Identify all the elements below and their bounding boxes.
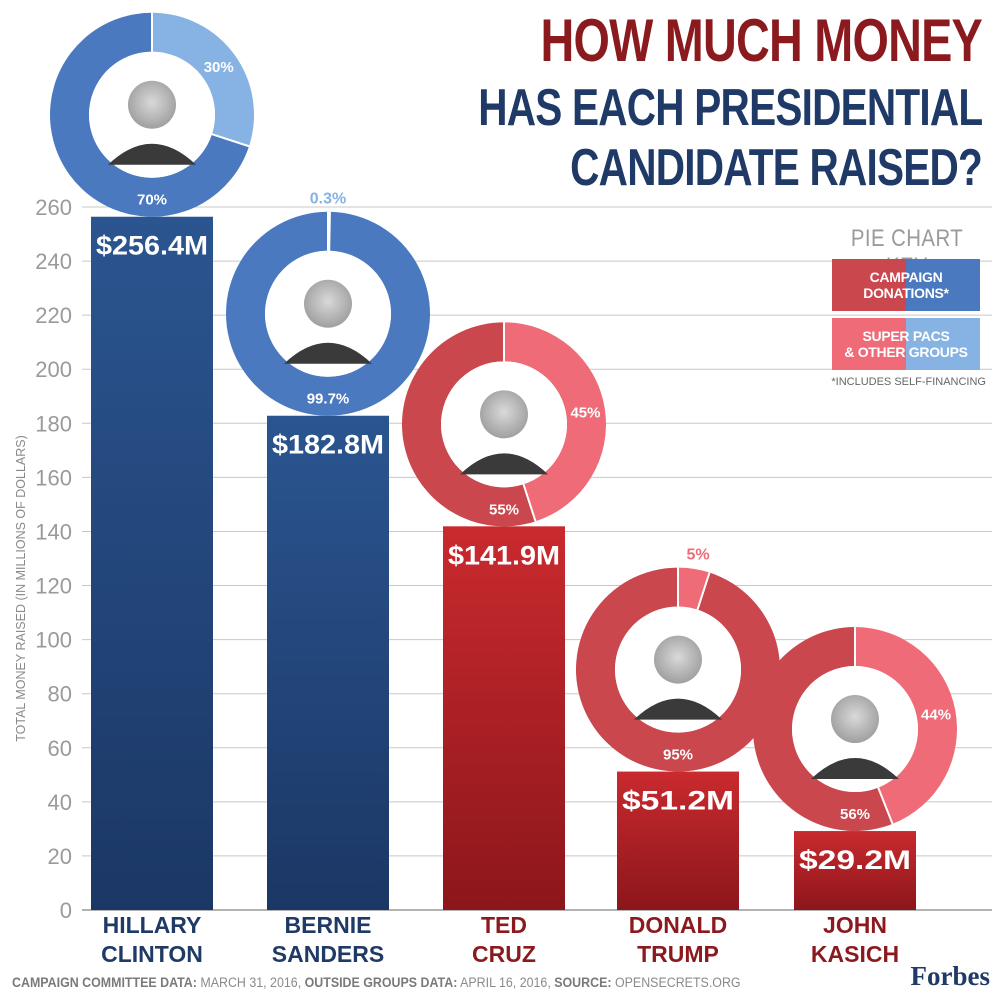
portrait-shoulders <box>811 758 899 780</box>
pie-superpacs-percent: 45% <box>570 404 600 421</box>
pie-divider <box>696 572 711 610</box>
candidate-name-line-1: JOHN <box>823 912 887 938</box>
candidate-portrait-icon <box>284 279 372 364</box>
pie-key-superpacs-dem-swatch <box>906 318 980 370</box>
pie-superpacs-percent: 44% <box>921 707 951 724</box>
candidate-name-line-1: BERNIE <box>285 912 372 938</box>
portrait-shoulders <box>460 453 548 475</box>
pie-key-footnote: *INCLUDES SELF-FINANCING <box>831 376 986 388</box>
pie-key-superpacs: SUPER PACS & OTHER GROUPS <box>832 318 980 370</box>
bar-value-label: $256.4M <box>96 231 208 261</box>
y-tick-label: 220 <box>35 303 72 328</box>
footer-outside-date: APRIL 16, 2016, <box>457 975 555 990</box>
y-tick-label: 160 <box>35 465 72 490</box>
portrait-head <box>128 80 176 129</box>
forbes-logo: Forbes <box>910 961 990 991</box>
candidate-name-line-2: KASICH <box>811 941 899 967</box>
portrait-head <box>304 279 352 328</box>
pie-superpacs-percent: 5% <box>686 547 709 564</box>
candidate-name-line-1: HILLARY <box>103 912 202 938</box>
pie-divider <box>211 133 250 148</box>
candidate-portrait-icon <box>634 635 722 720</box>
pie-donations-percent: 70% <box>137 192 167 209</box>
pie-key-donations-dem-swatch <box>906 259 980 311</box>
candidate-portrait-icon <box>460 390 548 475</box>
pie-charts <box>50 12 958 832</box>
candidate-portrait-icon <box>108 80 196 165</box>
chart-title-line-1: HOW MUCH MONEY <box>540 7 983 74</box>
pie-key-superpacs-rep-swatch <box>832 318 906 370</box>
y-tick-label: 80 <box>48 682 72 707</box>
candidate-name-line-1: TED <box>481 912 527 938</box>
labels: 0 20 40 60 80 100 120 140 160 180 200 220 240 260 TOTA… <box>14 59 951 967</box>
pie-donations-percent: 99.7% <box>307 391 350 408</box>
bar <box>91 216 213 911</box>
candidate-name-line-2: CLINTON <box>101 941 203 967</box>
y-tick-label: 200 <box>35 357 72 382</box>
y-tick-label: 20 <box>48 844 72 869</box>
bar-value-label: $141.9M <box>448 540 560 570</box>
y-tick-label: 240 <box>35 249 72 274</box>
chart-title-line-2: HAS EACH PRESIDENTIAL <box>477 79 983 137</box>
y-tick-label: 60 <box>48 736 72 761</box>
pie-divider <box>522 483 537 522</box>
footer-source-label: SOURCE: <box>554 975 612 990</box>
pie-superpacs-percent: 0.3% <box>310 191 346 208</box>
footer-source-value: OPENSECRETS.ORG <box>611 975 741 990</box>
pie-slice-donations <box>575 567 780 772</box>
y-tick-label: 100 <box>35 628 72 653</box>
y-tick-label: 140 <box>35 519 72 544</box>
y-tick-label: 0 <box>60 898 72 923</box>
candidate-portrait-icon <box>811 695 899 780</box>
portrait-shoulders <box>284 342 372 364</box>
y-tick-label: 180 <box>35 411 72 436</box>
footer-campaign-date: MARCH 31, 2016, <box>196 975 305 990</box>
y-tick-label: 40 <box>48 790 72 815</box>
pie-slice-superpacs <box>855 627 958 824</box>
pie-slice-superpacs <box>152 12 255 147</box>
candidate-name-line-2: TRUMP <box>637 941 719 967</box>
pie-donations-percent: 56% <box>840 806 870 823</box>
portrait-shoulders <box>634 698 722 720</box>
pie-divider <box>328 211 331 251</box>
bar-value-label: $182.8M <box>272 430 384 460</box>
pie-key-superpacs-label: SUPER PACS & OTHER GROUPS <box>844 328 968 360</box>
pie-slice-donations <box>225 211 430 416</box>
portrait-shoulders <box>108 143 196 165</box>
pie-slice-superpacs <box>678 567 710 610</box>
candidate-name-line-2: SANDERS <box>272 941 384 967</box>
candidate-name-line-1: DONALD <box>629 912 727 938</box>
pie-superpacs-percent: 30% <box>204 59 234 76</box>
bar-value-label: $29.2M <box>799 845 911 875</box>
footer-campaign-label: CAMPAIGN COMMITTEE DATA: <box>12 975 197 990</box>
candidate-name-line-2: CRUZ <box>472 941 536 967</box>
bar <box>617 771 739 910</box>
portrait-head <box>831 695 879 744</box>
pie-slice-donations <box>50 12 250 217</box>
footer-outside-label: OUTSIDE GROUPS DATA: <box>304 975 458 990</box>
y-tick-label: 120 <box>35 574 72 599</box>
pie-donations-percent: 95% <box>663 747 693 764</box>
pie-key-donations-label: CAMPAIGN DONATIONS* <box>863 269 949 301</box>
y-tick-label: 260 <box>35 195 72 220</box>
portrait-head <box>480 390 528 439</box>
bar <box>267 415 389 910</box>
pie-key-donations: CAMPAIGN DONATIONS* <box>832 259 980 311</box>
bar-value-label: $51.2M <box>622 786 734 816</box>
pie-donations-percent: 55% <box>489 501 519 518</box>
portrait-head <box>654 635 702 684</box>
bar <box>794 831 916 910</box>
pie-divider <box>877 787 894 825</box>
chart-title-line-3: CANDIDATE RAISED? <box>570 139 983 197</box>
pie-slice-donations <box>753 627 893 832</box>
source-footer: CAMPAIGN COMMITTEE DATA: MARCH 31, 2016,… <box>12 975 741 990</box>
pie-slice-donations <box>401 322 536 527</box>
bars <box>91 216 916 911</box>
pie-slice-superpacs <box>504 322 606 522</box>
bar <box>443 526 565 910</box>
y-axis-title: TOTAL MONEY RAISED (IN MILLIONS OF DOLLA… <box>14 435 28 742</box>
pie-key-donations-rep-swatch <box>832 259 906 311</box>
